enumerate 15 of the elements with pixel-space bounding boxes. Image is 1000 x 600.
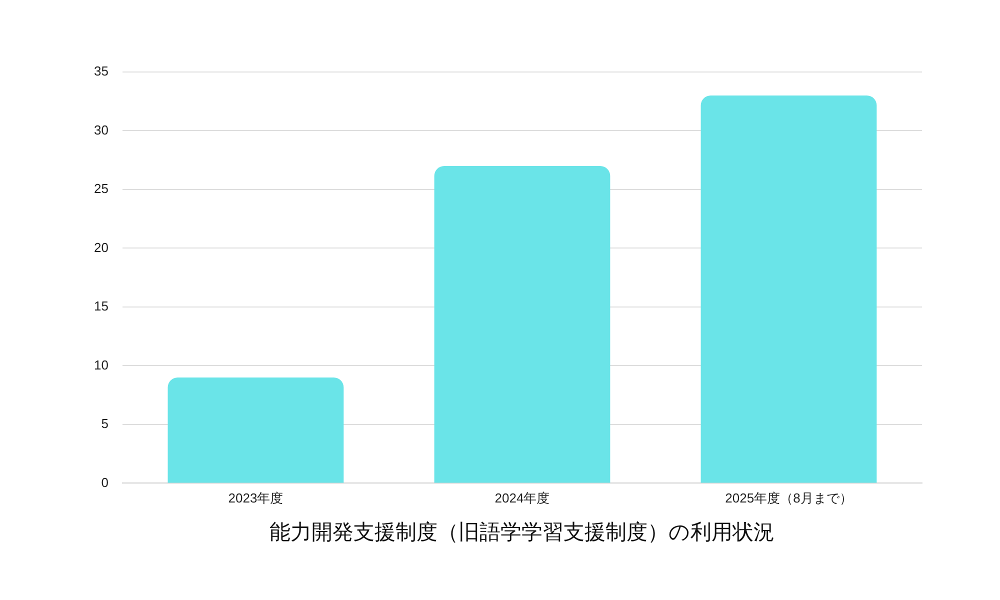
x-tick-label: 2025年度（8月まで） — [725, 490, 852, 506]
bar — [700, 95, 877, 483]
y-tick-label: 5 — [101, 416, 108, 432]
y-tick-label: 25 — [94, 181, 108, 196]
x-tick-label: 2024年度 — [494, 490, 550, 506]
y-tick-label: 30 — [94, 122, 108, 138]
x-tick-label: 2023年度 — [228, 490, 284, 506]
x-axis-title: 能力開発支援制度（旧語学学習支援制度）の利用状況 — [270, 521, 775, 544]
y-tick-label: 35 — [94, 64, 108, 79]
y-tick-label: 10 — [94, 357, 108, 372]
y-tick-label: 15 — [94, 298, 108, 314]
y-tick-label: 0 — [101, 474, 108, 490]
bar — [434, 166, 610, 483]
bar — [168, 377, 344, 483]
y-tick-label: 20 — [94, 240, 108, 255]
